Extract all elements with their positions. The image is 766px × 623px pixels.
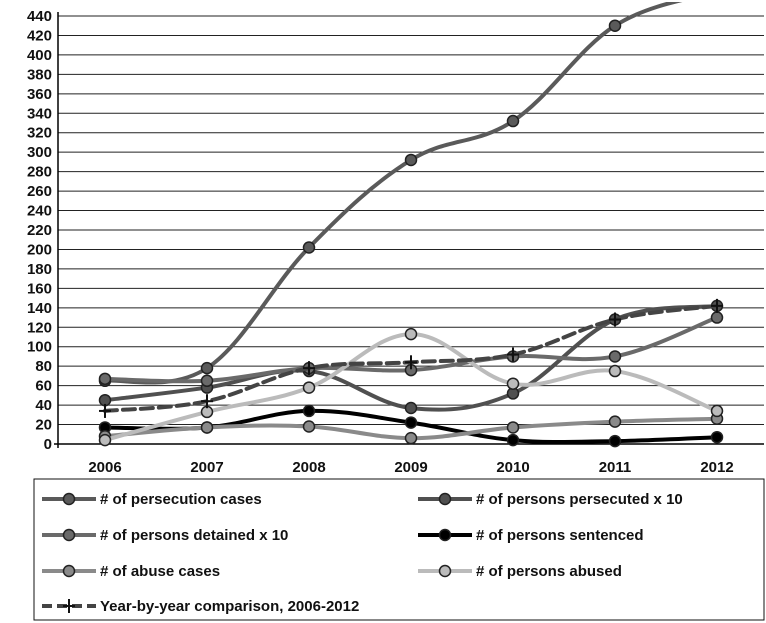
data-point-of-persons-sentenced-2012	[710, 430, 724, 444]
data-point-of-abuse-cases-2007	[200, 421, 214, 434]
y-tick-label: 320	[27, 125, 52, 142]
y-tick-label: 120	[27, 319, 52, 336]
x-tick-label: 2008	[292, 459, 325, 476]
data-point-of-persecution-cases-2007	[200, 361, 214, 375]
data-point-of-persecution-cases-2011	[608, 19, 622, 32]
legend-entry-of-persons-persecuted-x-10: # of persons persecuted x 10	[418, 491, 683, 508]
y-tick-label: 200	[27, 241, 52, 258]
x-tick-label: 2006	[88, 459, 121, 476]
legend-marker	[62, 492, 76, 506]
y-tick-label: 440	[27, 8, 52, 25]
data-point-of-persons-detained-x-10-2011	[608, 350, 622, 363]
data-point-of-persons-detained-x-10-2012	[710, 311, 724, 324]
legend-label: # of persecution cases	[100, 491, 262, 508]
data-point-of-persons-sentenced-2010	[506, 433, 520, 447]
data-point-of-persons-sentenced-2008	[302, 404, 316, 418]
data-point-of-abuse-cases-2010	[506, 421, 520, 434]
axes: 0 20 40 60 80 100 120 140 160 180 200 220 240 260 280 3…	[27, 8, 764, 476]
x-tick-label: 2012	[700, 459, 733, 476]
x-tick-label: 2007	[190, 459, 223, 476]
data-point-of-persons-persecuted-x-10-2009	[404, 401, 418, 415]
data-point-year-by-year-comparison-2006-2012-2010	[507, 347, 519, 362]
legend-label: # of persons persecuted x 10	[476, 491, 683, 508]
gridlines	[58, 15, 764, 445]
legend-label: # of persons detained x 10	[100, 527, 288, 544]
data-point-year-by-year-comparison-2006-2012-2007	[201, 394, 213, 409]
y-tick-label: 80	[35, 358, 52, 375]
x-tick-label: 2010	[496, 459, 529, 476]
y-tick-label: 180	[27, 261, 52, 278]
y-tick-label: 420	[27, 27, 52, 44]
legend-entry-of-persons-detained-x-10: # of persons detained x 10	[42, 527, 288, 544]
data-point-of-persecution-cases-2010	[506, 114, 520, 128]
data-point-of-persecution-cases-2008	[302, 241, 316, 254]
data-point-year-by-year-comparison-2006-2012-2012	[711, 298, 723, 313]
y-tick-label: 0	[44, 436, 52, 453]
y-tick-label: 20	[35, 417, 52, 434]
data-point-of-persons-abused-2010	[506, 377, 520, 390]
data-point-year-by-year-comparison-2006-2012-2006	[99, 403, 111, 418]
data-point-of-persons-abused-2006	[98, 433, 112, 447]
data-point-of-persons-abused-2008	[302, 381, 316, 394]
data-point-of-persons-detained-x-10-2007	[200, 374, 214, 388]
data-point-of-abuse-cases-2009	[404, 431, 418, 445]
legend-marker	[63, 599, 75, 613]
legend-marker	[438, 564, 452, 578]
data-point-of-persons-abused-2009	[404, 327, 418, 341]
legend-label: # of persons sentenced	[476, 527, 644, 544]
y-tick-label: 260	[27, 183, 52, 200]
legend-marker	[438, 492, 452, 506]
data-point-year-by-year-comparison-2006-2012-2009	[405, 355, 417, 370]
legend-marker	[438, 528, 452, 542]
data-point-of-abuse-cases-2008	[302, 420, 316, 433]
legend-label: # of persons abused	[476, 563, 622, 580]
data-point-of-persecution-cases-2009	[404, 153, 418, 167]
data-point-of-persons-abused-2011	[608, 364, 622, 378]
legend-marker	[62, 528, 76, 542]
legend-entry-year-by-year-comparison-2006-2012: Year-by-year comparison, 2006-2012	[42, 598, 359, 615]
legend-box	[33, 478, 765, 621]
data-point-year-by-year-comparison-2006-2012-2008	[303, 361, 315, 376]
y-tick-label: 60	[35, 378, 52, 395]
y-tick-label: 220	[27, 222, 52, 239]
y-tick-label: 140	[27, 300, 52, 317]
data-point-of-abuse-cases-2011	[608, 415, 622, 428]
data-point-year-by-year-comparison-2006-2012-2011	[609, 312, 621, 327]
y-tick-label: 240	[27, 203, 52, 220]
legend-entry-of-abuse-cases: # of abuse cases	[42, 563, 220, 580]
y-tick-label: 40	[35, 397, 52, 414]
legend-entry-of-persecution-cases: # of persecution cases	[42, 491, 262, 508]
y-tick-label: 340	[27, 105, 52, 122]
series-of-persons-abused	[98, 327, 724, 447]
legend-entry-of-persons-abused: # of persons abused	[418, 563, 622, 580]
legend-label: Year-by-year comparison, 2006-2012	[100, 598, 359, 615]
y-tick-label: 280	[27, 164, 52, 181]
y-tick-label: 380	[27, 66, 52, 83]
y-tick-label: 100	[27, 339, 52, 356]
x-tick-label: 2011	[599, 459, 632, 476]
legend: # of persecution cases # of persons perse…	[33, 478, 765, 621]
series-of-persons-detained-x-10	[98, 311, 724, 388]
y-tick-label: 300	[27, 144, 52, 161]
data-point-of-persons-detained-x-10-2006	[98, 372, 112, 386]
series-year-by-year-comparison-2006-2012	[99, 298, 723, 418]
y-tick-label: 400	[27, 47, 52, 64]
y-tick-label: 160	[27, 280, 52, 297]
series-lines	[98, 2, 724, 448]
series-of-persecution-cases	[98, 2, 683, 388]
y-tick-label: 360	[27, 86, 52, 103]
data-point-of-persons-abused-2012	[710, 404, 724, 418]
legend-label: # of abuse cases	[100, 563, 220, 580]
x-tick-label: 2009	[394, 459, 427, 476]
data-point-of-persons-sentenced-2011	[608, 434, 622, 448]
legend-entry-of-persons-sentenced: # of persons sentenced	[418, 527, 644, 544]
legend-marker	[62, 564, 76, 578]
data-point-of-persons-sentenced-2009	[404, 416, 418, 429]
